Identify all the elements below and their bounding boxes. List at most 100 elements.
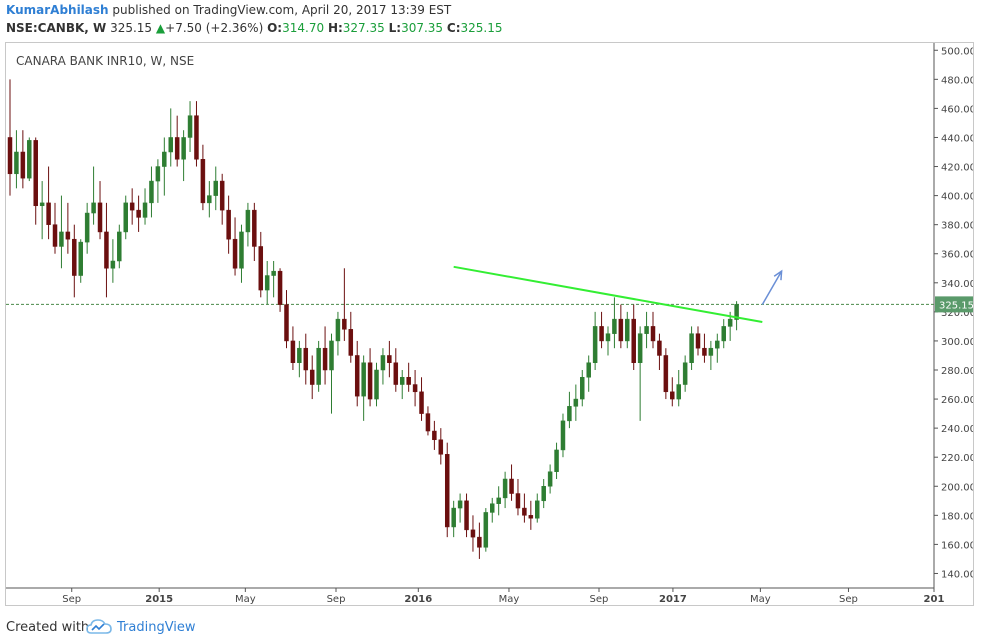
candle-body xyxy=(354,355,360,397)
candle-body xyxy=(715,340,720,349)
footer: Created with TradingView xyxy=(0,612,983,644)
candle-body xyxy=(329,340,334,371)
candle-body xyxy=(284,304,289,342)
candlestick-chart[interactable]: 140.00 160.00 180.00 200.00 220.00 240.00 260.… xyxy=(6,43,973,605)
candles xyxy=(7,79,739,559)
high-label: H: xyxy=(327,21,343,35)
candle-body xyxy=(483,512,489,548)
candle-body xyxy=(612,318,617,334)
candle-body xyxy=(20,151,26,179)
x-tick-label: May xyxy=(235,594,256,605)
candle-body xyxy=(322,347,328,371)
x-tick-label: 2015 xyxy=(145,594,173,605)
candle-body xyxy=(496,497,501,504)
low-value: 307.35 xyxy=(401,21,444,35)
candle-body xyxy=(367,362,373,400)
candle-body xyxy=(149,180,154,204)
price-badge-bg xyxy=(935,296,973,313)
open-label: O: xyxy=(267,21,283,35)
chart-title: CANARA BANK INR10, W, NSE xyxy=(16,54,194,68)
candle-body xyxy=(174,137,180,160)
candle-body xyxy=(303,347,309,371)
author-link[interactable]: KumarAbhilash xyxy=(6,3,109,17)
candle-body xyxy=(168,137,173,153)
candle-body xyxy=(136,209,141,218)
tradingview-link[interactable]: TradingView xyxy=(117,620,196,635)
candle-body xyxy=(245,209,251,233)
x-tick-label: May xyxy=(750,594,771,605)
candle-body xyxy=(702,347,707,356)
candle-body xyxy=(380,355,386,371)
high-value: 327.35 xyxy=(342,21,385,35)
y-tick-label: 440.00 xyxy=(941,133,973,144)
candle-body xyxy=(438,439,444,455)
candle-body xyxy=(657,340,662,356)
candle-body xyxy=(155,166,161,182)
candle-body xyxy=(605,333,611,342)
candle-body xyxy=(117,231,122,262)
candle-body xyxy=(419,391,424,414)
y-tick-label: 280.00 xyxy=(941,366,973,377)
time-axis: Sep 2015 May Sep 2016 May Sep 2017 May Sep 201 xyxy=(6,587,944,605)
candle-body xyxy=(586,362,591,378)
candle-body xyxy=(7,137,13,175)
quote-line: NSE:CANBK, W 325.15 ▲+7.50 (+2.36%) O:31… xyxy=(6,21,503,35)
x-tick-label: Sep xyxy=(590,594,609,605)
candle-body xyxy=(387,355,392,363)
open-value: 314.70 xyxy=(282,21,325,35)
candle-body xyxy=(258,246,264,291)
candle-body xyxy=(393,362,399,385)
candle-body xyxy=(592,326,598,363)
candle-body xyxy=(444,454,450,528)
y-tick-label: 300.00 xyxy=(941,337,973,348)
y-tick-label: 480.00 xyxy=(941,75,973,86)
price-badge-text: 325.15 xyxy=(939,300,973,311)
candle-body xyxy=(52,224,58,247)
candle-body xyxy=(528,515,534,519)
candle-body xyxy=(181,137,186,160)
y-tick-label: 220.00 xyxy=(941,453,973,464)
candle-body xyxy=(110,260,116,269)
candle-body xyxy=(39,202,45,207)
symbol-label: NSE:CANBK, W xyxy=(6,21,107,35)
x-tick-label: Sep xyxy=(327,594,346,605)
candle-body xyxy=(219,180,225,211)
candle-body xyxy=(689,333,694,363)
candle-body xyxy=(644,326,649,334)
candle-body xyxy=(27,140,32,179)
candle-body xyxy=(535,500,540,519)
tradingview-cloud-icon[interactable] xyxy=(86,618,112,636)
candle-body xyxy=(226,209,231,240)
y-tick-label: 200.00 xyxy=(941,482,973,493)
candle-body xyxy=(727,318,733,327)
resistance-trendline xyxy=(453,265,763,324)
candle-body xyxy=(676,384,681,400)
candle-body xyxy=(650,326,656,342)
candle-body xyxy=(522,507,527,516)
candle-body xyxy=(554,449,559,472)
candle-body xyxy=(335,318,341,342)
candle-body xyxy=(721,326,726,342)
candle-body xyxy=(515,493,521,509)
y-tick-label: 500.00 xyxy=(941,46,973,57)
candle-body xyxy=(457,500,463,509)
chart-header: KumarAbhilash published on TradingView.c… xyxy=(0,0,983,42)
candle-body xyxy=(734,304,739,320)
y-tick-label: 160.00 xyxy=(941,540,973,551)
candle-body xyxy=(425,413,431,432)
candle-body xyxy=(695,333,701,349)
y-tick-label: 180.00 xyxy=(941,511,973,522)
candle-body xyxy=(342,318,347,330)
candle-body xyxy=(290,340,296,363)
x-tick-label: May xyxy=(499,594,520,605)
y-tick-label: 360.00 xyxy=(941,250,973,261)
candle-body xyxy=(200,159,206,204)
candle-body xyxy=(104,231,109,269)
chart-area[interactable]: 140.00 160.00 180.00 200.00 220.00 240.00 260.… xyxy=(5,42,974,606)
candle-body xyxy=(451,507,456,528)
target-arrow-head xyxy=(773,269,783,281)
target-arrow-line xyxy=(761,270,783,305)
candle-body xyxy=(490,503,495,513)
candle-body xyxy=(187,115,193,138)
candle-body xyxy=(708,347,714,356)
